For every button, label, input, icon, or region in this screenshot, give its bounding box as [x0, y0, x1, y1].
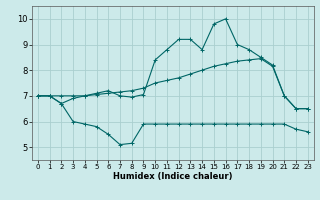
X-axis label: Humidex (Indice chaleur): Humidex (Indice chaleur) [113, 172, 233, 181]
